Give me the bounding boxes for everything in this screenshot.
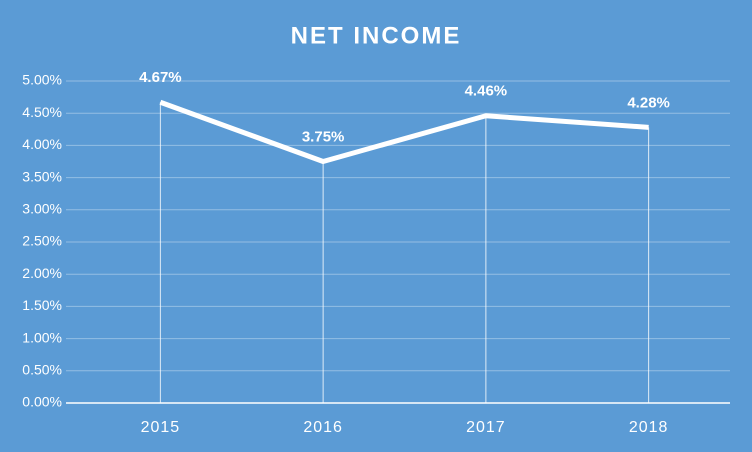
data-label: 4.67%	[139, 69, 182, 86]
x-tick-label: 2017	[466, 419, 506, 436]
y-tick-label: 0.00%	[22, 394, 62, 410]
y-tick-label: 1.00%	[22, 329, 62, 345]
data-label: 3.75%	[302, 128, 345, 145]
y-tick-label: 4.00%	[22, 136, 62, 152]
data-line	[159, 99, 649, 164]
x-tick-label: 2018	[629, 419, 669, 436]
x-tick-label: 2015	[141, 419, 181, 436]
data-label: 4.46%	[465, 83, 508, 100]
y-tick-label: 0.50%	[22, 362, 62, 378]
y-tick-label: 5.00%	[22, 72, 62, 88]
y-tick-label: 2.00%	[22, 265, 62, 281]
y-tick-label: 2.50%	[22, 233, 62, 249]
x-tick-label: 2016	[303, 419, 343, 436]
y-tick-label: 1.50%	[22, 297, 62, 313]
y-tick-label: 4.50%	[22, 104, 62, 120]
y-tick-label: 3.50%	[22, 168, 62, 184]
y-tick-label: 3.00%	[22, 201, 62, 217]
chart-title: NET INCOME	[291, 22, 462, 49]
data-label: 4.28%	[627, 94, 670, 111]
